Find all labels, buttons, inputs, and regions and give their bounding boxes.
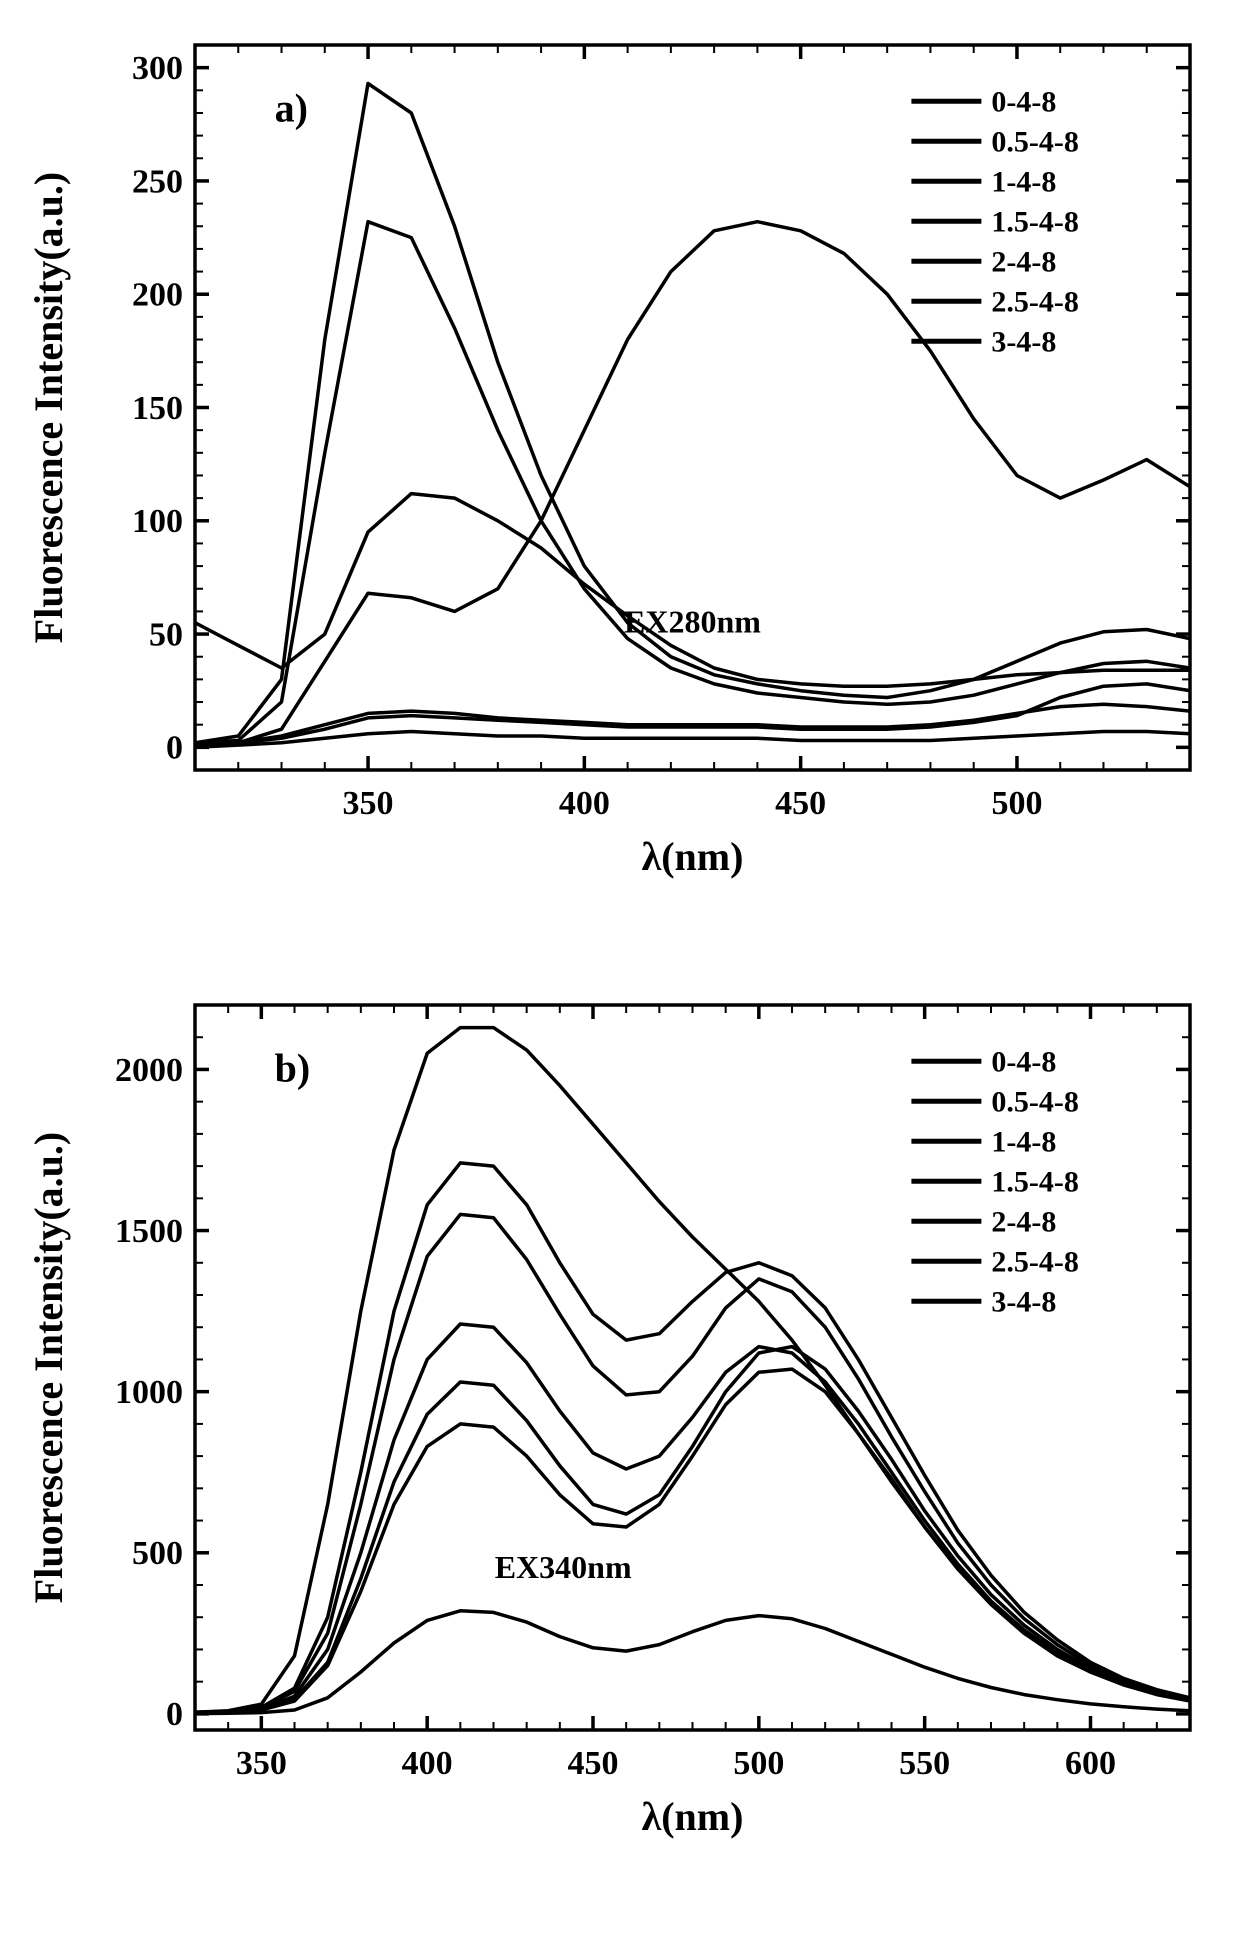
svg-text:a): a) bbox=[275, 85, 308, 130]
svg-text:2-4-8: 2-4-8 bbox=[991, 1205, 1056, 1238]
svg-text:EX280nm: EX280nm bbox=[624, 603, 761, 639]
svg-text:500: 500 bbox=[733, 1745, 784, 1782]
svg-text:450: 450 bbox=[775, 785, 826, 822]
svg-text:0.5-4-8: 0.5-4-8 bbox=[991, 125, 1078, 158]
svg-text:1500: 1500 bbox=[115, 1213, 183, 1250]
figure-container: 350 400 450 500 0 50 100 150 200 250 300 λ(nm) Fluor… bbox=[20, 20, 1220, 1860]
svg-text:2.5-4-8: 2.5-4-8 bbox=[991, 1245, 1078, 1278]
svg-text:250: 250 bbox=[132, 163, 183, 200]
svg-text:0: 0 bbox=[166, 1696, 183, 1733]
chart-b-svg: 350 400 450 500 550 600 0 500 1000 1500 2000 λ(nm) F… bbox=[20, 980, 1220, 1860]
svg-text:EX340nm: EX340nm bbox=[495, 1549, 632, 1585]
svg-text:350: 350 bbox=[343, 785, 394, 822]
svg-text:0-4-8: 0-4-8 bbox=[991, 85, 1056, 118]
svg-text:550: 550 bbox=[899, 1745, 950, 1782]
svg-text:0: 0 bbox=[166, 730, 183, 767]
svg-text:1.5-4-8: 1.5-4-8 bbox=[991, 205, 1078, 238]
svg-text:1.5-4-8: 1.5-4-8 bbox=[991, 1165, 1078, 1198]
svg-text:1000: 1000 bbox=[115, 1374, 183, 1411]
svg-text:300: 300 bbox=[132, 50, 183, 87]
svg-text:400: 400 bbox=[402, 1745, 453, 1782]
svg-text:2000: 2000 bbox=[115, 1052, 183, 1089]
svg-text:500: 500 bbox=[132, 1535, 183, 1572]
svg-text:λ(nm): λ(nm) bbox=[642, 1794, 744, 1839]
svg-text:2.5-4-8: 2.5-4-8 bbox=[991, 285, 1078, 318]
svg-text:1-4-8: 1-4-8 bbox=[991, 165, 1056, 198]
svg-text:0-4-8: 0-4-8 bbox=[991, 1045, 1056, 1078]
svg-text:λ(nm): λ(nm) bbox=[642, 834, 744, 879]
svg-text:600: 600 bbox=[1065, 1745, 1116, 1782]
chart-a-svg: 350 400 450 500 0 50 100 150 200 250 300 λ(nm) Fluor… bbox=[20, 20, 1220, 900]
chart-panel-a: 350 400 450 500 0 50 100 150 200 250 300 λ(nm) Fluor… bbox=[20, 20, 1220, 900]
svg-text:b): b) bbox=[275, 1045, 311, 1090]
svg-text:350: 350 bbox=[236, 1745, 287, 1782]
svg-text:1-4-8: 1-4-8 bbox=[991, 1125, 1056, 1158]
svg-text:150: 150 bbox=[132, 390, 183, 427]
svg-text:500: 500 bbox=[991, 785, 1042, 822]
svg-text:0.5-4-8: 0.5-4-8 bbox=[991, 1085, 1078, 1118]
svg-text:Fluorescence Intensity(a.u.): Fluorescence Intensity(a.u.) bbox=[26, 1132, 71, 1603]
svg-text:450: 450 bbox=[568, 1745, 619, 1782]
svg-text:400: 400 bbox=[559, 785, 610, 822]
svg-text:100: 100 bbox=[132, 503, 183, 540]
svg-text:200: 200 bbox=[132, 277, 183, 314]
svg-text:50: 50 bbox=[149, 616, 183, 653]
svg-text:Fluorescence Intensity(a.u.): Fluorescence Intensity(a.u.) bbox=[26, 172, 71, 643]
svg-text:3-4-8: 3-4-8 bbox=[991, 1285, 1056, 1318]
svg-text:2-4-8: 2-4-8 bbox=[991, 245, 1056, 278]
svg-text:3-4-8: 3-4-8 bbox=[991, 325, 1056, 358]
chart-panel-b: 350 400 450 500 550 600 0 500 1000 1500 2000 λ(nm) F… bbox=[20, 980, 1220, 1860]
